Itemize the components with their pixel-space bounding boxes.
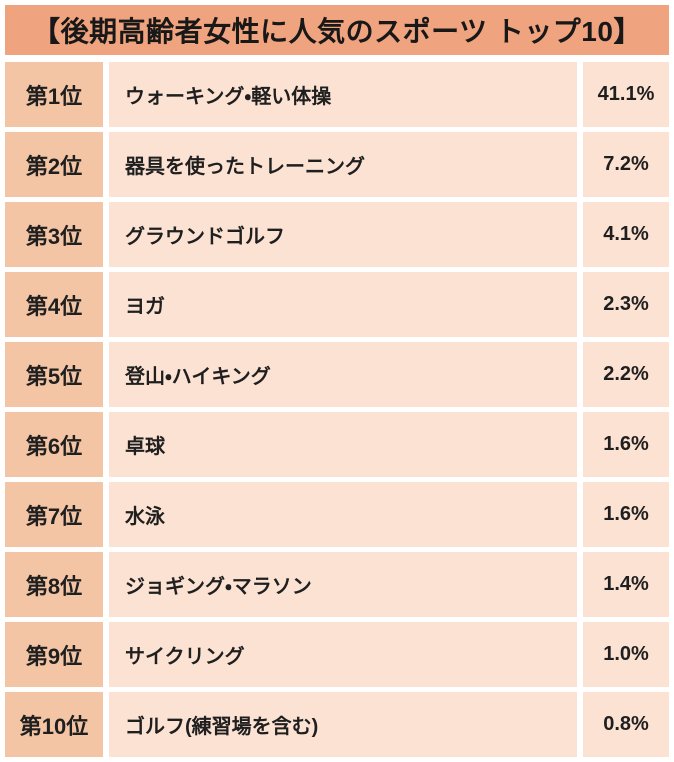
page-title: 【後期高齢者女性に人気のスポーツ トップ10】 [5,5,669,55]
percent-cell: 2.3% [583,272,669,337]
percent-cell: 7.2% [583,132,669,197]
sport-cell: ゴルフ(練習場を含む) [109,692,577,757]
table-row: 第4位 ヨガ 2.3% [5,272,669,337]
sport-cell: グラウンドゴルフ [109,202,577,267]
table-row: 第3位 グラウンドゴルフ 4.1% [5,202,669,267]
table-row: 第1位 ウォーキング・軽い体操 41.1% [5,62,669,127]
sport-cell: ヨガ [109,272,577,337]
sport-cell: ジョギング・マラソン [109,552,577,617]
table-row: 第6位 卓球 1.6% [5,412,669,477]
percent-cell: 1.0% [583,622,669,687]
table-row: 第2位 器具を使ったトレーニング 7.2% [5,132,669,197]
percent-cell: 1.6% [583,412,669,477]
percent-cell: 1.4% [583,552,669,617]
percent-cell: 1.6% [583,482,669,547]
rank-cell: 第8位 [5,552,103,617]
table-row: 第10位 ゴルフ(練習場を含む) 0.8% [5,692,669,757]
percent-cell: 4.1% [583,202,669,267]
sport-cell: 卓球 [109,412,577,477]
rank-cell: 第6位 [5,412,103,477]
rank-cell: 第7位 [5,482,103,547]
table-row: 第9位 サイクリング 1.0% [5,622,669,687]
percent-cell: 41.1% [583,62,669,127]
percent-cell: 2.2% [583,342,669,407]
sport-cell: ウォーキング・軽い体操 [109,62,577,127]
rank-cell: 第3位 [5,202,103,267]
table-row: 第5位 登山・ハイキング 2.2% [5,342,669,407]
rank-cell: 第4位 [5,272,103,337]
rank-cell: 第10位 [5,692,103,757]
ranking-table: 第1位 ウォーキング・軽い体操 41.1% 第2位 器具を使ったトレーニング 7… [5,62,669,757]
table-row: 第7位 水泳 1.6% [5,482,669,547]
rank-cell: 第9位 [5,622,103,687]
percent-cell: 0.8% [583,692,669,757]
sport-cell: 登山・ハイキング [109,342,577,407]
rank-cell: 第2位 [5,132,103,197]
sport-cell: サイクリング [109,622,577,687]
rank-cell: 第1位 [5,62,103,127]
rank-cell: 第5位 [5,342,103,407]
table-row: 第8位 ジョギング・マラソン 1.4% [5,552,669,617]
sport-cell: 器具を使ったトレーニング [109,132,577,197]
sport-cell: 水泳 [109,482,577,547]
